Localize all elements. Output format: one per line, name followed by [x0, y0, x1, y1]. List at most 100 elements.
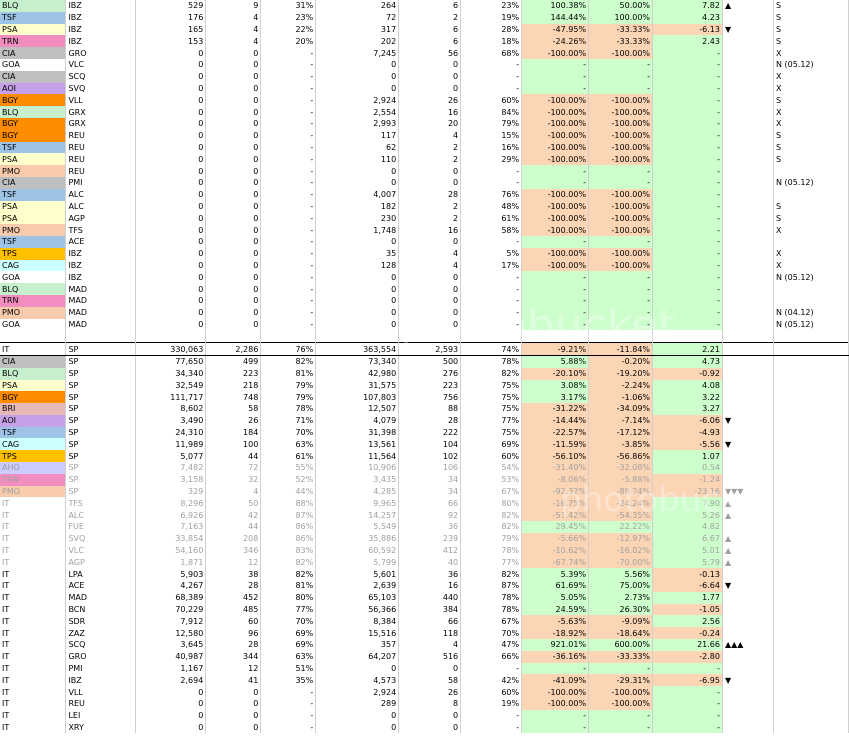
value-cell[interactable]: 202: [315, 35, 400, 48]
value-cell[interactable]: 0: [398, 165, 462, 177]
value-cell[interactable]: 222: [398, 426, 462, 439]
value-cell[interactable]: -33.33%: [588, 650, 654, 663]
value-cell[interactable]: 7,912: [135, 615, 207, 628]
trend-marker[interactable]: [722, 306, 774, 319]
value-cell[interactable]: 35%: [260, 674, 317, 687]
value-cell[interactable]: 50.00%: [588, 0, 654, 12]
value-cell[interactable]: 0: [205, 224, 262, 236]
value-cell[interactable]: 26: [205, 414, 262, 427]
value-cell[interactable]: 0: [205, 271, 262, 284]
value-cell[interactable]: 0: [135, 698, 207, 710]
destination-cell[interactable]: AGP: [65, 556, 137, 569]
value-cell[interactable]: -: [521, 709, 590, 722]
value-cell[interactable]: 0: [205, 129, 262, 142]
value-cell[interactable]: -: [260, 70, 317, 83]
status-cell[interactable]: [773, 532, 849, 545]
value-cell[interactable]: [398, 330, 462, 343]
value-cell[interactable]: -: [260, 94, 317, 107]
destination-cell[interactable]: SP: [65, 426, 137, 439]
status-cell[interactable]: [773, 330, 849, 343]
value-cell[interactable]: 3.08%: [521, 379, 590, 392]
value-cell[interactable]: 31%: [260, 0, 317, 12]
value-cell[interactable]: -: [460, 70, 523, 83]
status-cell[interactable]: [773, 591, 849, 604]
value-cell[interactable]: 12,507: [315, 403, 400, 415]
value-cell[interactable]: 6.67: [652, 532, 723, 545]
value-cell[interactable]: 72: [205, 462, 262, 474]
trend-marker[interactable]: [722, 11, 774, 24]
status-cell[interactable]: S: [773, 94, 849, 107]
trend-marker[interactable]: ▲: [722, 0, 774, 12]
value-cell[interactable]: 1,871: [135, 556, 207, 569]
origin-cell[interactable]: CIA: [0, 176, 67, 189]
value-cell[interactable]: 10,906: [315, 462, 400, 474]
destination-cell[interactable]: MAD: [65, 294, 137, 307]
value-cell[interactable]: 18%: [460, 35, 523, 48]
status-cell[interactable]: [773, 426, 849, 439]
value-cell[interactable]: -: [652, 212, 723, 225]
value-cell[interactable]: 58: [205, 403, 262, 415]
value-cell[interactable]: 0: [205, 82, 262, 95]
origin-cell[interactable]: IT: [0, 509, 67, 522]
value-cell[interactable]: 0: [135, 165, 207, 177]
value-cell[interactable]: 24.59%: [521, 603, 590, 616]
value-cell[interactable]: 70%: [260, 615, 317, 628]
value-cell[interactable]: 289: [315, 698, 400, 710]
value-cell[interactable]: 218: [205, 379, 262, 392]
value-cell[interactable]: 111,717: [135, 391, 207, 404]
origin-cell[interactable]: PMO: [0, 306, 67, 319]
origin-cell[interactable]: IT: [0, 603, 67, 616]
origin-cell[interactable]: IT: [0, 497, 67, 510]
trend-marker[interactable]: ▲: [722, 532, 774, 545]
status-cell[interactable]: [773, 674, 849, 687]
value-cell[interactable]: 42,980: [315, 367, 400, 380]
value-cell[interactable]: -: [460, 165, 523, 177]
value-cell[interactable]: -: [260, 698, 317, 710]
destination-cell[interactable]: IBZ: [65, 35, 137, 48]
value-cell[interactable]: 9: [205, 0, 262, 12]
value-cell[interactable]: -16.75%: [521, 497, 590, 510]
value-cell[interactable]: 82%: [460, 367, 523, 380]
status-cell[interactable]: X: [773, 259, 849, 272]
value-cell[interactable]: 0: [205, 259, 262, 272]
value-cell[interactable]: -23.16: [652, 485, 723, 498]
trend-marker[interactable]: [722, 367, 774, 380]
status-cell[interactable]: S: [773, 141, 849, 154]
value-cell[interactable]: -31.22%: [521, 403, 590, 415]
value-cell[interactable]: -54.35%: [588, 509, 654, 522]
origin-cell[interactable]: IT: [0, 591, 67, 604]
value-cell[interactable]: 117: [315, 129, 400, 142]
value-cell[interactable]: 0: [135, 235, 207, 248]
origin-cell[interactable]: CAG: [0, 438, 67, 451]
origin-cell[interactable]: BGY: [0, 129, 67, 142]
trend-marker[interactable]: [722, 271, 774, 284]
value-cell[interactable]: -17.12%: [588, 426, 654, 439]
origin-cell[interactable]: GOA: [0, 318, 67, 331]
value-cell[interactable]: 79%: [260, 391, 317, 404]
value-cell[interactable]: 26.30%: [588, 603, 654, 616]
value-cell[interactable]: 182: [315, 200, 400, 213]
trend-marker[interactable]: ▼: [722, 414, 774, 427]
status-cell[interactable]: N (05.12): [773, 176, 849, 189]
value-cell[interactable]: -18.64%: [588, 627, 654, 640]
status-cell[interactable]: X: [773, 106, 849, 118]
value-cell[interactable]: 16: [398, 580, 462, 592]
destination-cell[interactable]: ZAZ: [65, 627, 137, 640]
value-cell[interactable]: -: [460, 176, 523, 189]
trend-marker[interactable]: [722, 662, 774, 675]
origin-cell[interactable]: PSA: [0, 379, 67, 392]
value-cell[interactable]: 15%: [460, 129, 523, 142]
trend-marker[interactable]: [722, 165, 774, 177]
value-cell[interactable]: -: [521, 318, 590, 331]
value-cell[interactable]: 3.17%: [521, 391, 590, 404]
value-cell[interactable]: -: [652, 141, 723, 154]
value-cell[interactable]: 0: [135, 176, 207, 189]
status-cell[interactable]: N (05.12): [773, 271, 849, 284]
value-cell[interactable]: [652, 330, 723, 343]
value-cell[interactable]: 55%: [260, 462, 317, 474]
value-cell[interactable]: -: [652, 698, 723, 710]
value-cell[interactable]: 60%: [460, 94, 523, 107]
value-cell[interactable]: 5,549: [315, 521, 400, 533]
value-cell[interactable]: 0: [398, 235, 462, 248]
value-cell[interactable]: -: [260, 283, 317, 295]
